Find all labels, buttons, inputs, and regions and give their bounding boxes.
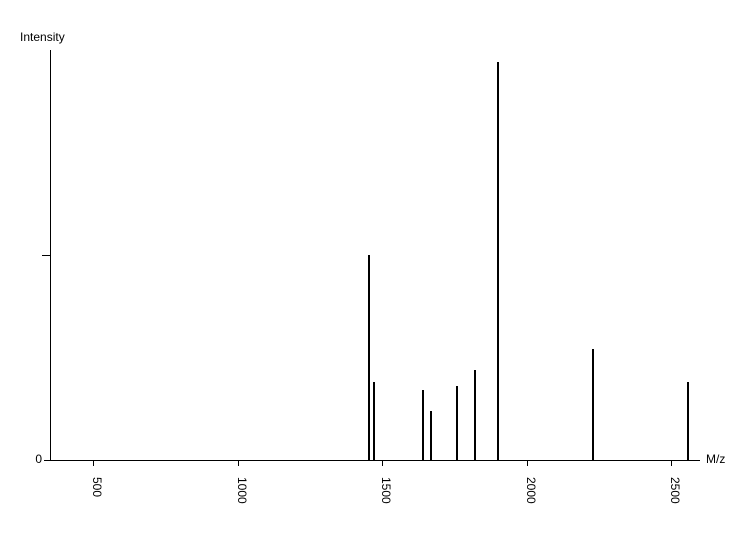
spectrum-peak	[456, 386, 458, 460]
spectrum-peak	[497, 62, 499, 460]
x-tick	[238, 460, 239, 466]
y-mid-tick	[42, 255, 50, 256]
x-tick-label: 500	[90, 477, 104, 497]
spectrum-peak	[430, 411, 432, 460]
spectrum-peak	[422, 390, 424, 460]
x-tick	[527, 460, 528, 466]
y-axis-label: Intensity	[20, 30, 65, 44]
x-tick	[382, 460, 383, 466]
x-axis-line	[50, 460, 700, 461]
spectrum-peak	[474, 370, 476, 460]
spectrum-peak	[687, 382, 689, 460]
x-tick	[93, 460, 94, 466]
y-tick	[44, 460, 50, 461]
spectrum-peak	[368, 255, 370, 460]
x-tick-label: 2500	[668, 477, 682, 504]
x-tick-label: 1000	[235, 477, 249, 504]
x-tick	[671, 460, 672, 466]
y-tick-label: 0	[20, 452, 42, 466]
x-tick-label: 1500	[379, 477, 393, 504]
spectrum-peak	[592, 349, 594, 460]
x-axis-label: M/z	[706, 452, 725, 466]
y-axis-line	[50, 50, 51, 460]
spectrum-peak	[373, 382, 375, 460]
chart-stage: Intensity M/z 0 500 1000 1500 2000 2500	[0, 0, 750, 540]
x-tick-label: 2000	[524, 477, 538, 504]
